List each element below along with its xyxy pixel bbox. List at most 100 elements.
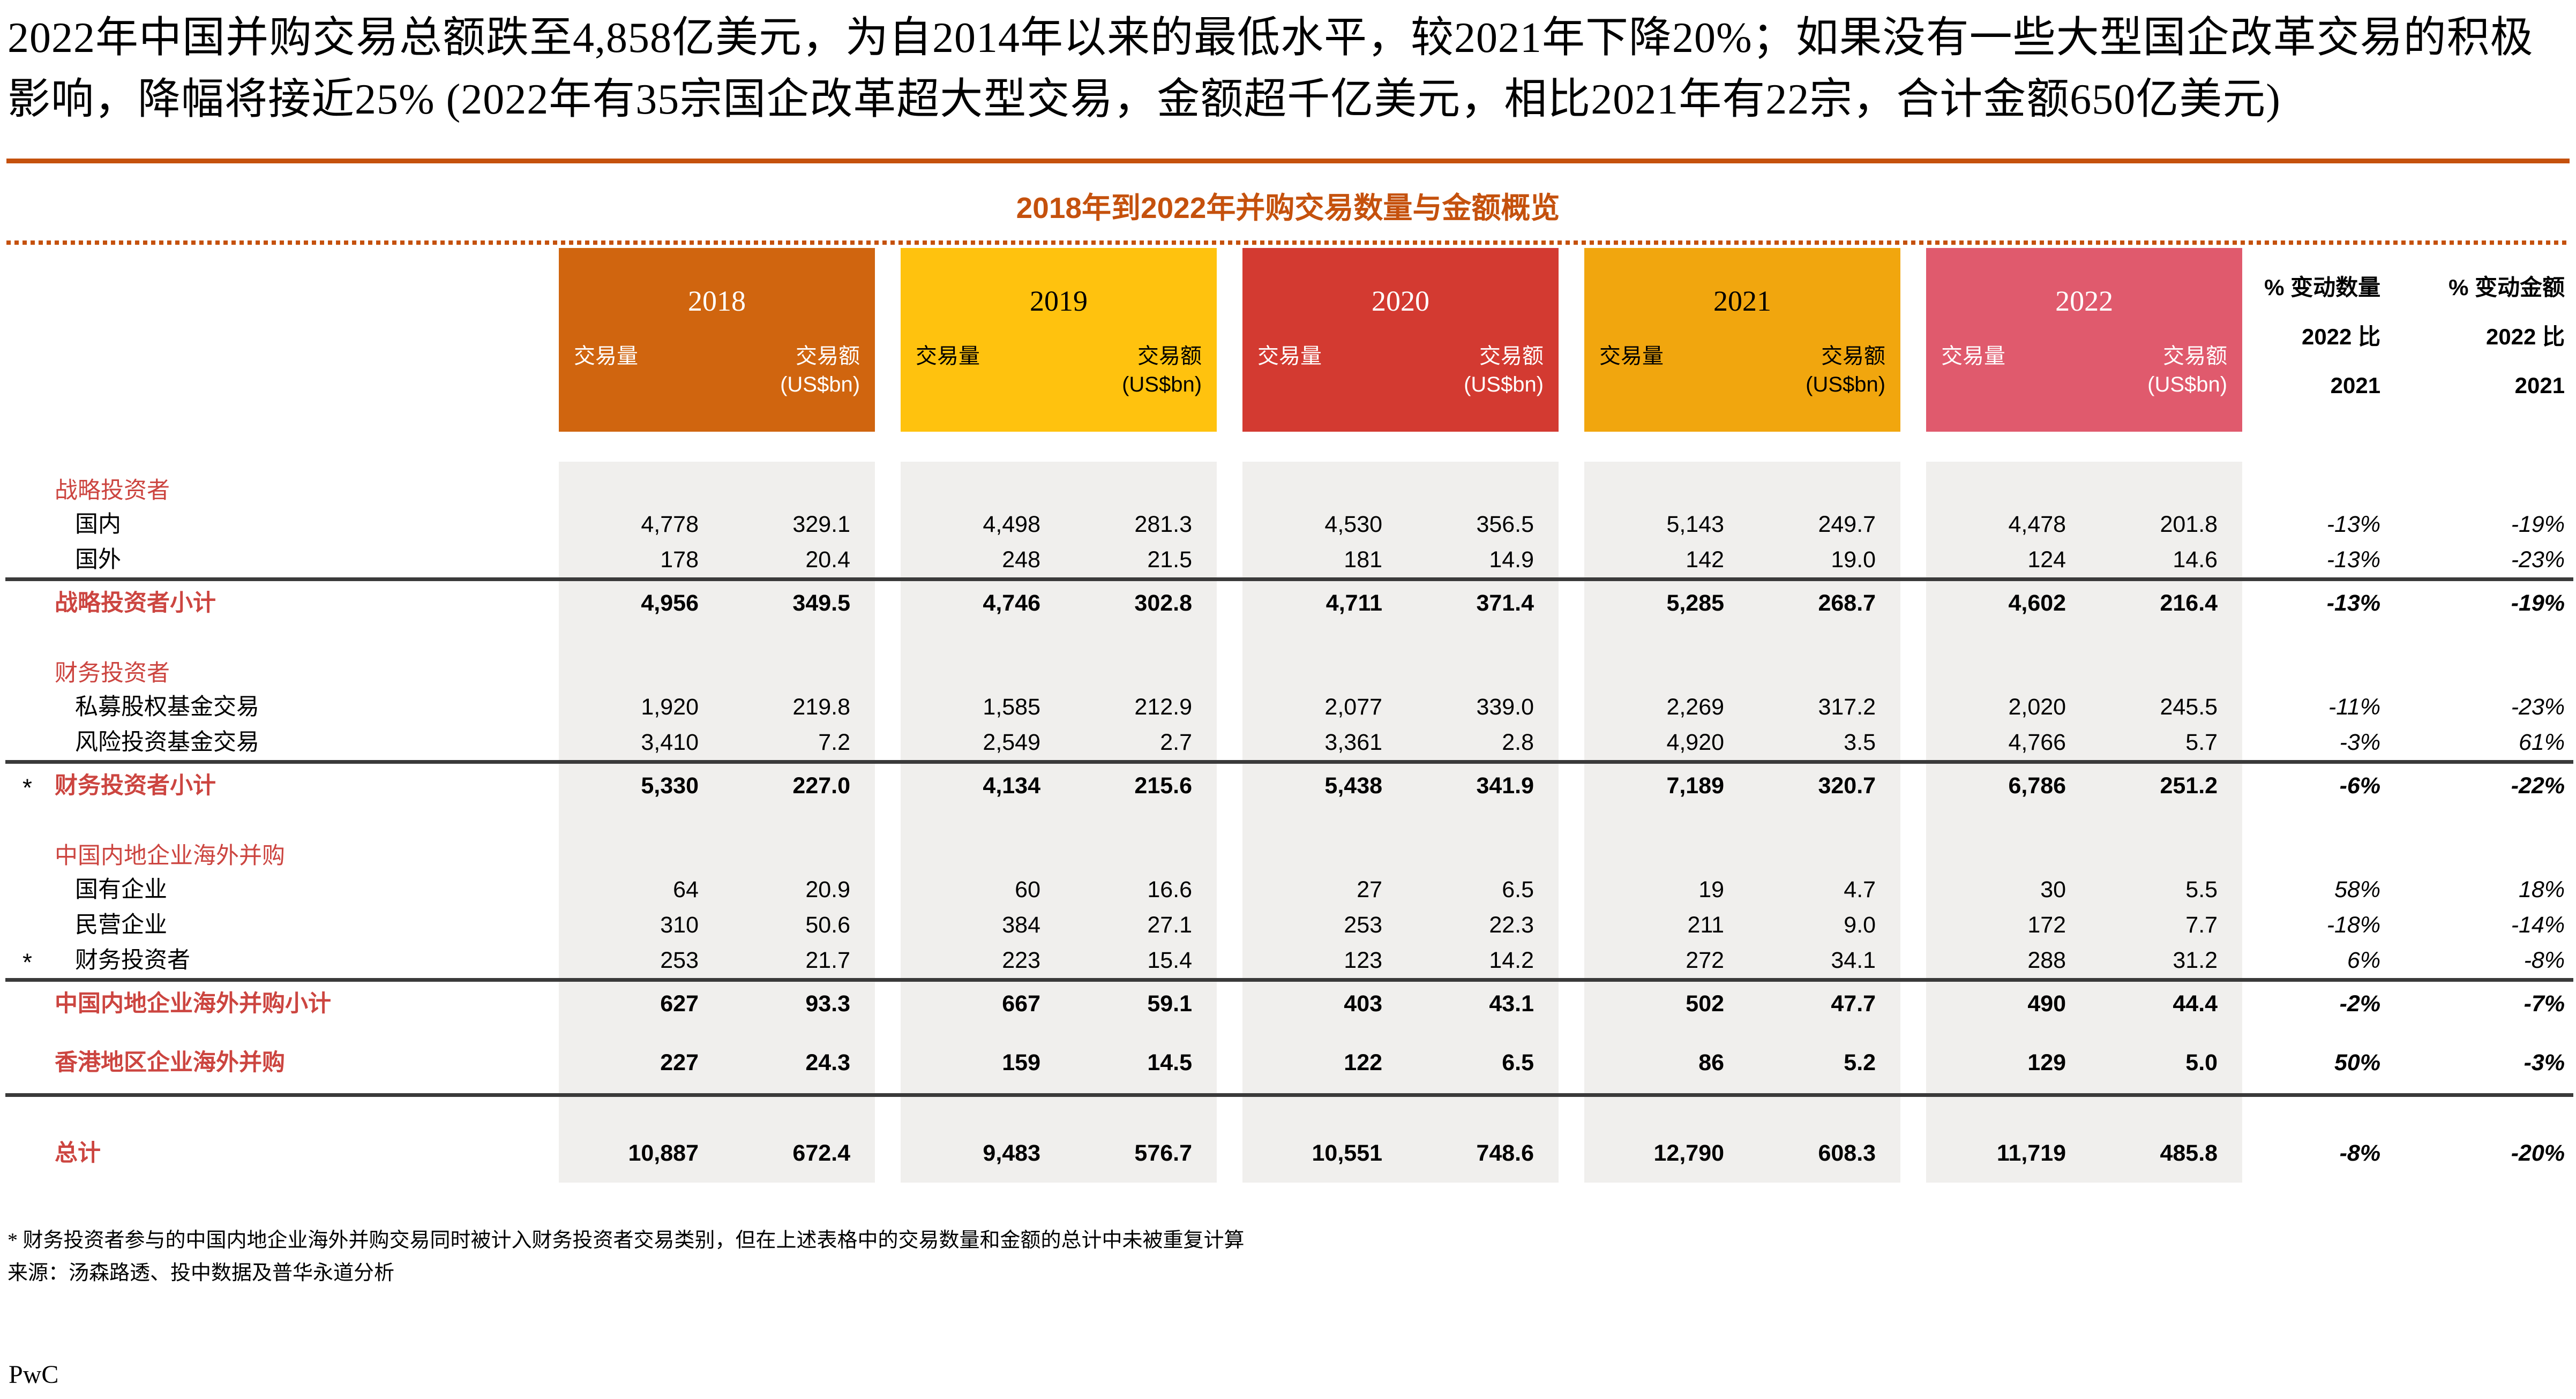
spacer-cell	[559, 808, 717, 828]
col-amount-label: 交易额 (US$bn)	[1806, 344, 1886, 397]
cell-pct-volume-change	[2242, 462, 2403, 507]
cell-2021-volume: 4,920	[1584, 725, 1743, 762]
cell-2018-amount: 227.0	[717, 760, 875, 808]
spacer-cell	[1900, 1026, 1926, 1045]
cell-2018-amount	[717, 827, 875, 873]
year-gap	[533, 907, 559, 943]
row-label: * 财务投资者	[23, 947, 190, 977]
cell-2019-amount	[1059, 644, 1217, 690]
spacer-cell	[1217, 1080, 1243, 1097]
cell-2019-amount: 16.6	[1059, 872, 1217, 908]
cell-2018-volume: 627	[559, 978, 717, 1026]
spacer-cell	[1401, 1095, 1559, 1124]
cell-2021-amount: 47.7	[1742, 978, 1901, 1026]
cell-pct-amount-change: -19%	[2511, 511, 2565, 537]
table-header-row: 2018 交易量 交易额 (US$bn) 2019 交易量 交易额 (US$bn) 2020 交易…	[5, 248, 2573, 432]
spacer-cell	[533, 432, 559, 462]
cell-pct-amount-change: -7%	[2403, 978, 2574, 1026]
cell-2022-volume: 30	[1926, 872, 2085, 908]
year-gap	[533, 872, 559, 907]
section-row: 战略投资者	[5, 462, 2573, 507]
year-gap	[1559, 760, 1585, 808]
header-gap	[1900, 248, 1926, 432]
cell-pct-amount-change: -3%	[2523, 1049, 2565, 1075]
cell-2020-amount: 748.6	[1401, 1124, 1559, 1183]
header-gap	[1559, 248, 1584, 432]
footnote-marker: *	[23, 774, 32, 802]
year-gap	[1217, 725, 1242, 762]
spacer-cell	[1584, 1026, 1743, 1046]
year-label: 2018	[688, 285, 746, 318]
cell-2020-volume: 5,438	[1242, 760, 1401, 808]
spacer-row	[5, 625, 2573, 645]
cell-2021-volume: 142	[1584, 542, 1743, 580]
footnote-marker: *	[23, 949, 32, 977]
cell-2020-amount: 6.5	[1401, 1045, 1559, 1081]
year-gap	[533, 827, 559, 872]
cell-2020-amount: 2.8	[1401, 725, 1559, 762]
year-block-2020: 2020 交易量 交易额 (US$bn)	[1242, 248, 1559, 432]
year-gap	[875, 827, 901, 872]
cell-2022-amount	[2084, 827, 2243, 873]
spacer-cell	[1900, 432, 1926, 462]
cell-2022-amount: 216.4	[2084, 577, 2243, 626]
spacer-cell	[1742, 808, 1901, 828]
cell-2020-volume: 403	[1242, 978, 1401, 1026]
year-gap	[1217, 462, 1242, 507]
spacer-cell	[1401, 432, 1559, 462]
spacer-cell	[875, 625, 901, 644]
pwc-logo: PwC	[9, 1360, 59, 1389]
cell-2018-volume: 10,887	[559, 1124, 717, 1183]
year-gap	[533, 462, 559, 507]
cell-2019-amount: 15.4	[1059, 943, 1217, 980]
spacer-cell	[1926, 1095, 2085, 1124]
cell-2019-volume: 9,483	[901, 1124, 1059, 1183]
row-label: 国有企业	[75, 876, 167, 902]
cell-2021-volume: 272	[1584, 943, 1743, 980]
spacer-cell	[559, 1080, 717, 1097]
cell-pct-amount-change: -22%	[2403, 760, 2574, 808]
spacer-cell	[1559, 808, 1584, 827]
year-subheaders: 交易量 交易额 (US$bn)	[901, 342, 1217, 399]
year-gap	[1900, 872, 1926, 907]
cell-2021-amount: 5.2	[1742, 1045, 1901, 1081]
spacer-cell	[1584, 1080, 1743, 1097]
year-gap	[1900, 760, 1927, 808]
cell-2018-volume: 5,330	[559, 760, 717, 808]
cell-2018-volume: 3,410	[559, 725, 717, 762]
spacer-cell	[1584, 432, 1742, 462]
row-label: 风险投资基金交易	[75, 729, 259, 755]
year-gap	[1217, 943, 1242, 980]
hk-row: 香港地区企业海外并购 227 24.3 159 14.5 122 6.5 86 5.2 129 5.…	[5, 1045, 2573, 1081]
year-gap	[533, 542, 559, 580]
cell-pct-amount-change: -14%	[2511, 912, 2565, 938]
cell-2021-amount: 608.3	[1742, 1124, 1901, 1183]
cell-2018-volume	[559, 644, 717, 690]
cell-2018-amount: 672.4	[717, 1124, 875, 1183]
spacer-cell	[1742, 625, 1901, 645]
year-gap	[1900, 1124, 1926, 1183]
row-label: 中国内地企业海外并购小计	[5, 978, 533, 1026]
cell-2019-amount: 21.5	[1059, 542, 1217, 580]
cell-2020-volume: 4,711	[1242, 577, 1401, 626]
year-block-2022: 2022 交易量 交易额 (US$bn)	[1926, 248, 2243, 432]
year-subheaders: 交易量 交易额 (US$bn)	[559, 342, 875, 399]
spacer-cell	[2242, 1026, 2403, 1045]
spacer-cell	[1217, 808, 1242, 827]
cell-2018-amount: 20.9	[717, 872, 875, 908]
spacer-cell	[2403, 808, 2573, 827]
spacer-cell	[5, 1080, 533, 1097]
spacer-cell	[533, 625, 559, 644]
year-gap	[1900, 542, 1926, 580]
cell-pct-amount-change: -23%	[2511, 546, 2565, 573]
cell-2021-amount: 4.7	[1742, 872, 1901, 908]
cell-2020-volume: 27	[1242, 872, 1401, 908]
cell-2018-volume: 253	[559, 943, 717, 980]
subtotal-row: 中国内地企业海外并购小计 627 93.3 667 59.1 403 43.1 502 47.7…	[5, 978, 2574, 1026]
year-gap	[533, 760, 559, 808]
row-label: 中国内地企业海外并购	[55, 843, 285, 869]
spacer-cell	[875, 1095, 901, 1124]
cell-2022-amount: 7.7	[2084, 907, 2243, 943]
cell-2018-volume	[559, 827, 717, 873]
cell-2018-volume: 310	[559, 907, 717, 943]
